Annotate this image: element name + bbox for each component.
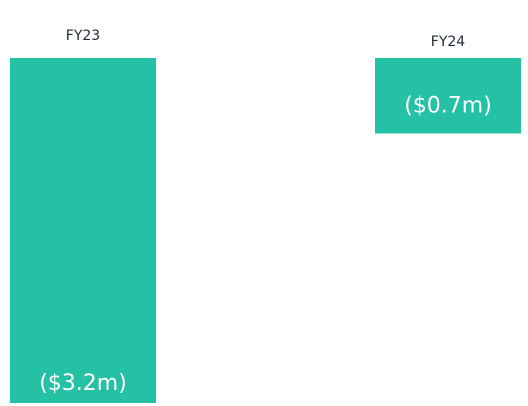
bar — [375, 58, 521, 134]
value-label: ($3.2m) — [39, 371, 127, 396]
category-label: FY23 — [66, 28, 100, 44]
value-label: ($0.7m) — [404, 93, 492, 118]
category-label: FY24 — [431, 34, 466, 50]
bar — [10, 58, 156, 403]
